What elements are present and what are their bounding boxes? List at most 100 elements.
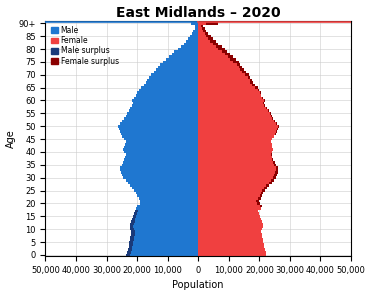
Bar: [198, 58, 230, 61]
Bar: [274, 174, 277, 176]
Bar: [227, 55, 233, 58]
Bar: [270, 153, 272, 156]
Bar: [278, 125, 279, 128]
Bar: [198, 135, 274, 138]
Bar: [198, 89, 258, 91]
Bar: [122, 174, 198, 176]
Bar: [252, 84, 255, 86]
Bar: [134, 228, 198, 230]
Bar: [273, 176, 276, 179]
Bar: [181, 45, 198, 48]
Bar: [198, 254, 266, 256]
Bar: [198, 238, 263, 241]
Bar: [198, 153, 270, 156]
Bar: [248, 76, 250, 79]
Bar: [131, 251, 198, 254]
Bar: [198, 151, 272, 153]
Bar: [250, 81, 253, 84]
Bar: [198, 122, 276, 125]
Bar: [129, 246, 132, 248]
Bar: [130, 228, 134, 230]
Bar: [198, 176, 273, 179]
Bar: [198, 63, 237, 66]
Bar: [191, 22, 198, 25]
Bar: [198, 48, 219, 50]
Bar: [198, 45, 216, 48]
Bar: [134, 189, 198, 192]
Bar: [137, 213, 198, 215]
Bar: [122, 135, 198, 138]
Bar: [208, 38, 213, 40]
Bar: [274, 163, 276, 166]
Bar: [198, 27, 202, 30]
Bar: [196, 25, 198, 27]
Bar: [141, 86, 198, 89]
Bar: [135, 233, 198, 236]
Bar: [198, 179, 270, 181]
Bar: [198, 130, 276, 133]
Bar: [198, 205, 260, 207]
Bar: [198, 230, 262, 233]
Bar: [198, 187, 264, 189]
Bar: [198, 138, 272, 140]
Bar: [198, 143, 272, 146]
Bar: [198, 38, 208, 40]
Bar: [276, 169, 278, 171]
Bar: [166, 58, 198, 61]
Bar: [126, 179, 198, 181]
Bar: [125, 143, 198, 146]
Bar: [198, 174, 274, 176]
Bar: [198, 55, 227, 58]
Bar: [132, 187, 198, 189]
X-axis label: Population: Population: [173, 280, 224, 290]
Bar: [219, 48, 225, 50]
Bar: [198, 218, 261, 220]
Bar: [129, 241, 133, 243]
Bar: [198, 171, 275, 174]
Bar: [127, 251, 131, 254]
Bar: [139, 197, 198, 200]
Y-axis label: Age: Age: [6, 129, 16, 148]
Bar: [132, 248, 198, 251]
Bar: [198, 213, 259, 215]
Bar: [132, 104, 198, 107]
Bar: [198, 81, 250, 84]
Bar: [198, 112, 270, 115]
Bar: [210, 40, 216, 43]
Bar: [266, 184, 269, 187]
Bar: [198, 128, 277, 130]
Bar: [163, 61, 198, 63]
Bar: [138, 210, 198, 213]
Bar: [268, 110, 269, 112]
Bar: [198, 53, 225, 55]
Bar: [190, 35, 198, 38]
Bar: [237, 63, 240, 66]
Bar: [198, 104, 264, 107]
Bar: [124, 146, 198, 148]
Bar: [198, 248, 265, 251]
Bar: [202, 27, 205, 30]
Bar: [130, 184, 198, 187]
Bar: [198, 102, 263, 104]
Bar: [258, 197, 260, 200]
Bar: [154, 71, 198, 73]
Bar: [274, 120, 275, 122]
Bar: [198, 115, 270, 117]
Bar: [269, 181, 272, 184]
Bar: [120, 130, 198, 133]
Bar: [151, 73, 198, 76]
Bar: [198, 76, 248, 79]
Bar: [178, 48, 198, 50]
Bar: [198, 73, 245, 76]
Bar: [198, 107, 266, 110]
Bar: [198, 163, 274, 166]
Bar: [122, 120, 198, 122]
Bar: [198, 223, 263, 225]
Bar: [201, 25, 203, 27]
Bar: [198, 40, 210, 43]
Bar: [198, 210, 258, 213]
Bar: [136, 94, 198, 96]
Bar: [130, 225, 133, 228]
Bar: [194, 27, 198, 30]
Bar: [128, 248, 132, 251]
